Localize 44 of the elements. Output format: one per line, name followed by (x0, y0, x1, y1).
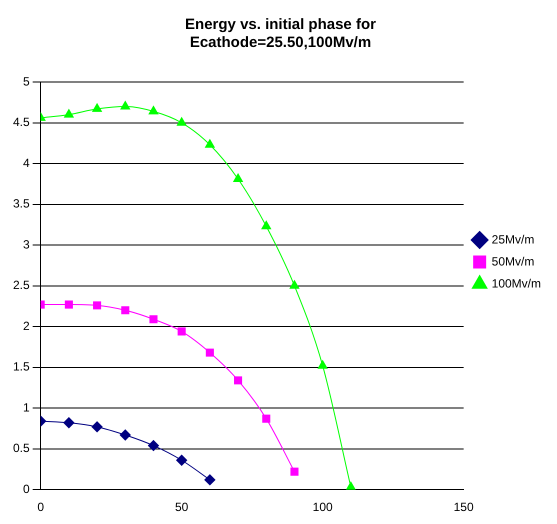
y-tick-label: 1.5 (12, 360, 30, 374)
point (233, 174, 243, 182)
y-tick-label: 2 (22, 318, 30, 333)
point (206, 348, 214, 357)
legend-label: 100Mv/m (492, 276, 542, 290)
point (204, 474, 216, 486)
point (121, 306, 130, 314)
chart-title: Energy vs. initial phase for Ecathode=25.50,100Mv/m (185, 16, 376, 52)
point (64, 109, 74, 118)
point (261, 220, 272, 230)
point (234, 376, 242, 384)
point (178, 327, 186, 336)
point (120, 100, 130, 110)
point (148, 440, 159, 452)
point (262, 414, 270, 423)
y-tick-label: 5 (22, 74, 30, 88)
x-tick-label: 150 (454, 500, 474, 514)
x-tick-label: 50 (174, 500, 189, 514)
y-tick-label: 4 (22, 156, 30, 170)
point (63, 417, 74, 428)
x-tick-label: 100 (312, 500, 333, 514)
y-tick-label: 3.5 (12, 196, 30, 211)
point (148, 106, 158, 114)
y-tick-label: 1 (22, 400, 30, 414)
x-tick-label: 0 (37, 500, 44, 514)
point (205, 139, 215, 148)
point (290, 280, 300, 289)
point (93, 301, 102, 310)
y-tick-label: 4.5 (12, 115, 30, 130)
legend-label: 50Mv/m (492, 254, 534, 268)
point (120, 429, 131, 440)
point (92, 103, 102, 112)
y-tick-label: 3 (22, 237, 30, 252)
point (149, 315, 158, 324)
y-tick-label: 2.5 (12, 278, 30, 292)
point (176, 117, 186, 126)
point (176, 454, 188, 466)
legend-label: 25Mv/m (492, 232, 534, 246)
point (318, 360, 328, 369)
y-tick-label: 0 (22, 482, 30, 496)
point (92, 421, 103, 432)
point (64, 300, 73, 309)
y-tick-label: 0.5 (12, 441, 30, 456)
point (290, 468, 298, 476)
